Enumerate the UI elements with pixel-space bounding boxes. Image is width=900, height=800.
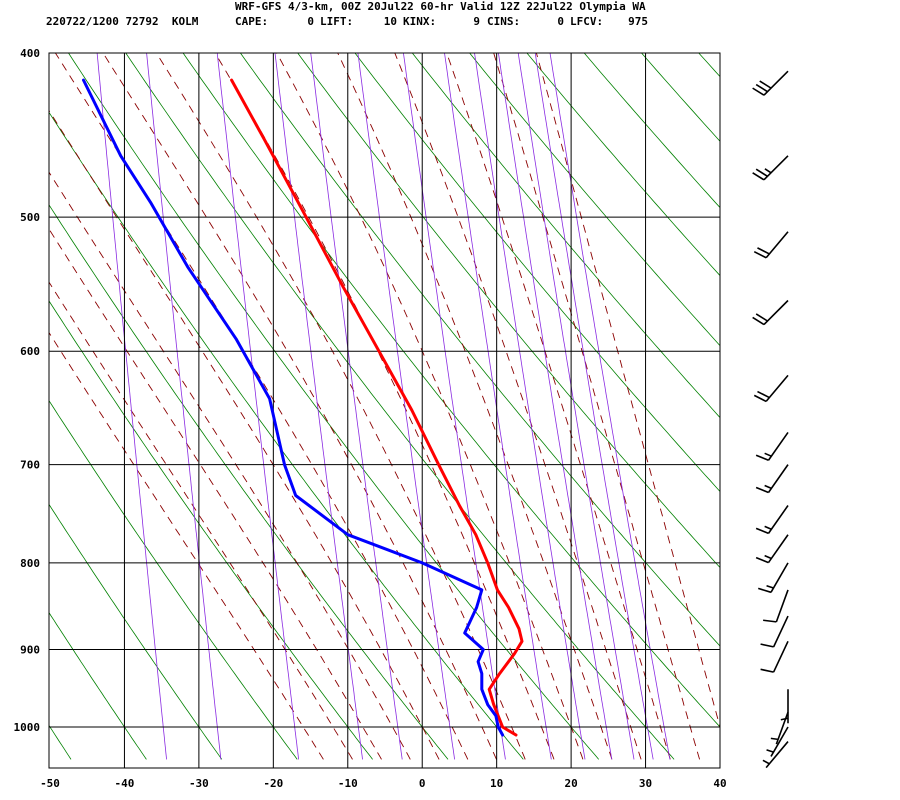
dry-adiabat bbox=[748, 44, 900, 760]
dry-adiabat bbox=[805, 44, 900, 760]
dry-adiabat bbox=[49, 204, 449, 760]
temperature-profile bbox=[230, 78, 524, 737]
mixing-ratio-line bbox=[310, 53, 403, 760]
index-value-lfcv: 975 bbox=[628, 15, 648, 28]
y-tick-label: 1000 bbox=[14, 721, 41, 734]
mixing-ratio-line bbox=[96, 53, 167, 760]
index-value-cins: 0 bbox=[557, 15, 564, 28]
wind-barb bbox=[752, 155, 789, 181]
mixing-ratio-line bbox=[474, 53, 586, 760]
x-tick-label: -30 bbox=[189, 777, 209, 790]
dry-adiabat bbox=[125, 53, 675, 760]
x-tick-label: 0 bbox=[419, 777, 426, 790]
dry-adiabat bbox=[49, 300, 373, 760]
moist-adiabat bbox=[49, 331, 324, 760]
mixing-ratio-line bbox=[274, 53, 363, 760]
moist-adiabat bbox=[214, 53, 555, 760]
mixing-ratio-line bbox=[146, 53, 222, 760]
index-value-cape: 0 bbox=[307, 15, 314, 28]
dry-adiabat bbox=[583, 53, 720, 209]
x-tick-label: -40 bbox=[115, 777, 135, 790]
x-tick-label: 20 bbox=[564, 777, 577, 790]
moist-adiabat bbox=[49, 109, 440, 760]
mixing-ratio-line bbox=[444, 53, 552, 760]
moist-adiabat bbox=[102, 53, 497, 760]
dry-adiabat bbox=[239, 53, 720, 647]
moist-adiabat bbox=[493, 53, 701, 760]
mixing-ratio-line bbox=[534, 53, 654, 760]
wind-barb bbox=[760, 615, 789, 648]
moist-adiabat bbox=[394, 53, 642, 760]
wind-barb bbox=[763, 589, 789, 623]
dry-adiabat bbox=[698, 53, 720, 78]
wind-barb bbox=[762, 741, 789, 769]
wind-barb bbox=[770, 711, 789, 745]
y-tick-label: 600 bbox=[20, 345, 40, 358]
dry-adiabat bbox=[469, 53, 720, 347]
x-tick-label: 30 bbox=[639, 777, 652, 790]
index-label-cins: CINS: bbox=[487, 15, 521, 28]
wind-barb bbox=[755, 431, 789, 462]
dry-adiabat bbox=[411, 53, 720, 419]
x-tick-label: -50 bbox=[40, 777, 60, 790]
wind-barb bbox=[755, 464, 789, 494]
x-tick-label: 40 bbox=[713, 777, 726, 790]
index-label-kinx: KINX: bbox=[403, 15, 437, 28]
wind-barb bbox=[752, 299, 789, 326]
dry-adiabat bbox=[182, 53, 720, 728]
wind-barb bbox=[780, 689, 789, 724]
index-label-lift: LIFT: bbox=[320, 15, 354, 28]
x-tick-label: -20 bbox=[263, 777, 283, 790]
dewpoint-profile bbox=[82, 78, 505, 737]
wind-barb bbox=[760, 640, 789, 673]
dry-adiabat bbox=[862, 44, 900, 760]
mixing-ratio-line bbox=[497, 53, 613, 760]
y-tick-label: 500 bbox=[20, 211, 40, 224]
index-value-lift: 10 bbox=[383, 15, 397, 28]
mixing-ratio-line bbox=[549, 53, 671, 760]
wind-barb bbox=[752, 70, 789, 96]
wind-barb bbox=[755, 505, 789, 535]
moist-adiabat bbox=[446, 53, 671, 760]
mixing-ratio-line bbox=[402, 53, 506, 760]
moist-adiabat bbox=[49, 171, 411, 760]
y-tick-label: 700 bbox=[20, 459, 40, 472]
moist-adiabat bbox=[535, 53, 720, 729]
wind-barb bbox=[758, 562, 789, 594]
x-tick-label: 10 bbox=[490, 777, 503, 790]
station-line: 220722/1200 72792 KOLM bbox=[46, 15, 199, 28]
moist-adiabat bbox=[49, 281, 353, 760]
dry-adiabat bbox=[49, 503, 223, 760]
moist-adiabat bbox=[276, 53, 584, 760]
moist-adiabat bbox=[155, 53, 526, 760]
moist-adiabat bbox=[337, 53, 613, 760]
index-value-kinx: 9 bbox=[473, 15, 480, 28]
mixing-ratio-line bbox=[357, 53, 455, 760]
wind-barb bbox=[753, 374, 789, 403]
y-tick-label: 900 bbox=[20, 643, 40, 656]
index-label-lfcv: LFCV: bbox=[570, 15, 604, 28]
dry-adiabat bbox=[526, 53, 720, 277]
wind-barb bbox=[766, 726, 789, 757]
y-tick-label: 800 bbox=[20, 557, 40, 570]
wind-barb bbox=[755, 534, 789, 564]
dry-adiabat bbox=[49, 611, 147, 760]
dry-adiabat bbox=[354, 53, 720, 493]
chart-header: WRF-GFS 4/3-km, 00Z 20Jul22 60-hr Valid … bbox=[0, 0, 900, 40]
index-label-cape: CAPE: bbox=[235, 15, 269, 28]
moist-adiabat bbox=[49, 228, 382, 760]
plot-frame bbox=[48, 52, 721, 769]
x-tick-label: -10 bbox=[338, 777, 358, 790]
y-tick-label: 400 bbox=[20, 47, 40, 60]
dry-adiabat bbox=[49, 399, 298, 760]
mixing-ratio-line bbox=[216, 53, 299, 760]
mixing-ratio-line bbox=[517, 53, 635, 760]
wind-barb bbox=[753, 231, 789, 259]
chart-title: WRF-GFS 4/3-km, 00Z 20Jul22 60-hr Valid … bbox=[235, 0, 646, 13]
dry-adiabat bbox=[49, 111, 524, 760]
moist-adiabat bbox=[54, 53, 469, 760]
dry-adiabat bbox=[68, 53, 600, 760]
